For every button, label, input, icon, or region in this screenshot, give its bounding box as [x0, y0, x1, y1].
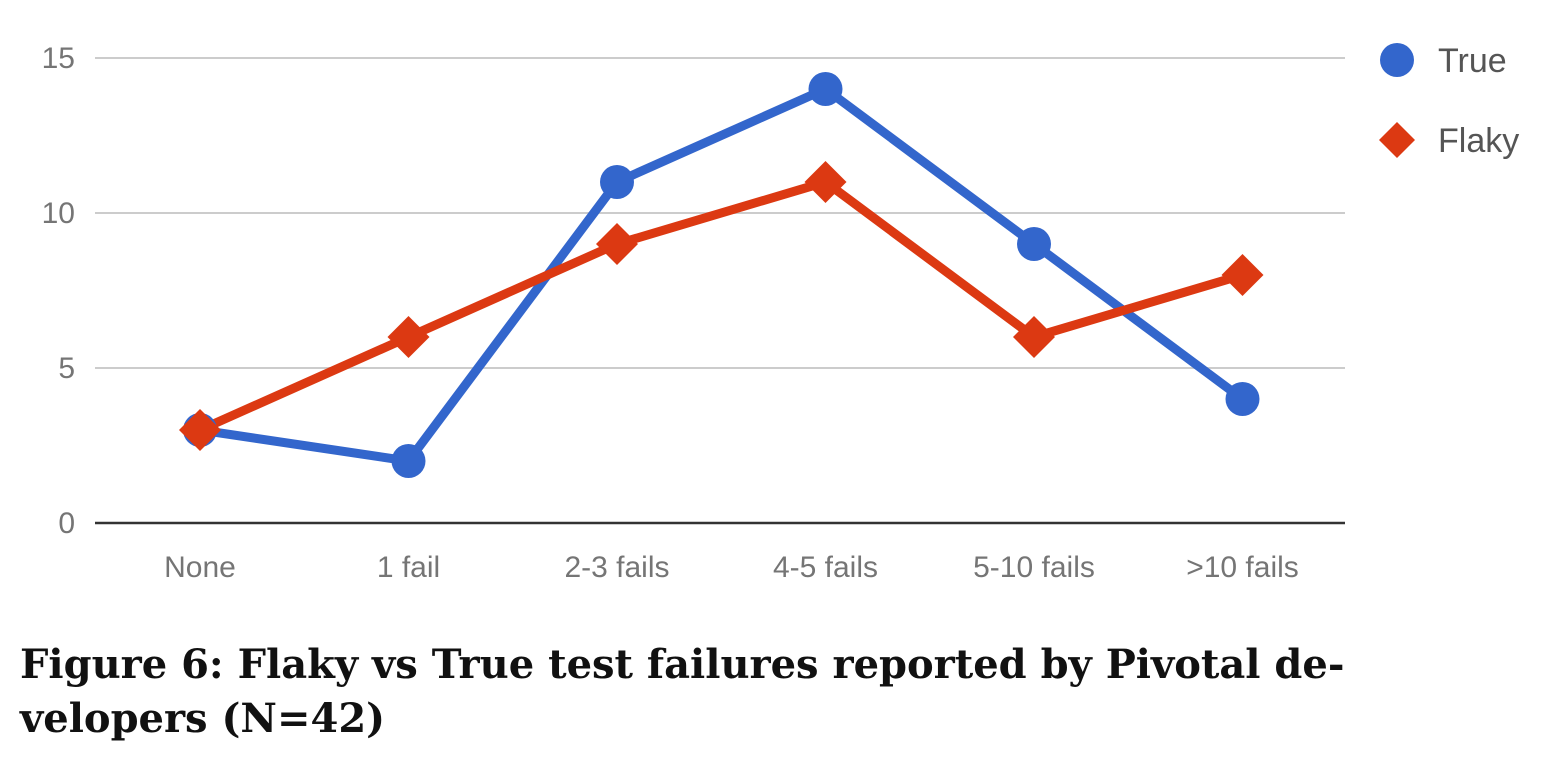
- y-tick-label: 15: [42, 42, 75, 75]
- y-tick-label: 0: [58, 507, 75, 540]
- series-line-flaky: [195, 177, 1247, 435]
- data-point-true: [1225, 382, 1260, 416]
- series-line-true: [195, 84, 1247, 466]
- data-point-flaky: [387, 316, 430, 358]
- x-tick-label: None: [164, 551, 236, 584]
- data-point-true: [391, 444, 426, 478]
- x-tick-label: 2-3 fails: [564, 551, 669, 584]
- y-tick-label: 10: [42, 197, 75, 230]
- y-axis-ticks: 0 5 10 15: [42, 42, 75, 540]
- caption-line-1: Figure 6: Flaky vs True test failures re…: [20, 641, 1345, 688]
- data-point-flaky: [1221, 254, 1264, 296]
- legend-marker-flaky: [1379, 122, 1415, 158]
- series-lines: [179, 72, 1264, 478]
- line-chart: 0 5 10 15 None 1 fail 2-3 fails 4-5 fails 5-10 …: [42, 42, 1520, 584]
- data-point-flaky: [804, 161, 847, 203]
- data-point-true: [808, 72, 843, 106]
- data-point-true: [600, 165, 634, 199]
- data-point-flaky: [1013, 316, 1055, 358]
- data-point-flaky: [179, 409, 221, 451]
- x-axis-ticks: None 1 fail 2-3 fails 4-5 fails 5-10 fails >1…: [164, 551, 1299, 584]
- x-tick-label: 5-10 fails: [973, 551, 1095, 584]
- gridlines: [95, 57, 1345, 525]
- caption-line-2: velopers (N=42): [20, 695, 386, 742]
- legend-label-true: True: [1438, 42, 1507, 80]
- figure-caption: Figure 6: Flaky vs True test failures re…: [20, 638, 1520, 746]
- legend-marker-true: [1380, 43, 1414, 77]
- x-tick-label: 1 fail: [377, 551, 440, 584]
- legend: True Flaky: [1379, 42, 1519, 160]
- data-point-flaky: [596, 223, 638, 265]
- x-tick-label: 4-5 fails: [773, 551, 878, 584]
- legend-label-flaky: Flaky: [1438, 122, 1519, 160]
- y-tick-label: 5: [58, 352, 75, 385]
- x-tick-label: >10 fails: [1186, 551, 1299, 584]
- data-point-true: [1017, 227, 1051, 261]
